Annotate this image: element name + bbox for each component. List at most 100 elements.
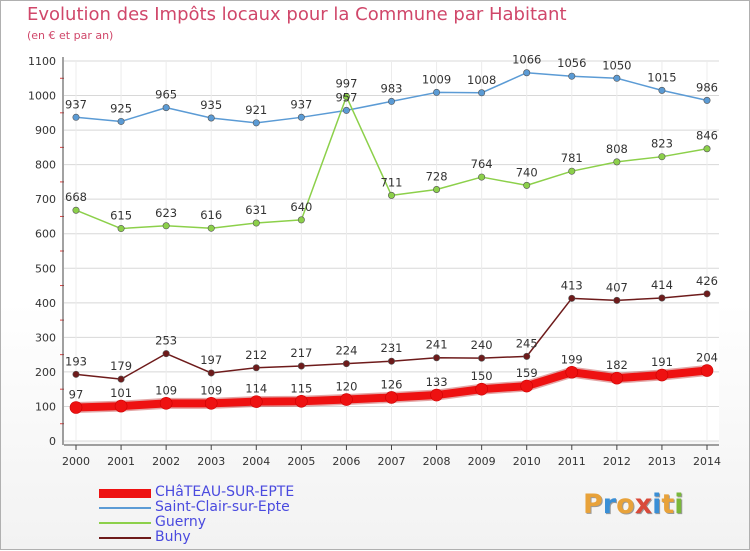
- data-point: [387, 357, 395, 365]
- data-label: 1066: [512, 53, 541, 67]
- data-point: [565, 365, 579, 379]
- y-tick-label: 1000: [28, 90, 56, 103]
- x-tick-label: 2004: [242, 455, 270, 468]
- legend-swatch: [99, 537, 151, 539]
- data-label: 1050: [602, 58, 631, 72]
- data-point: [342, 93, 350, 101]
- y-tick-label: 0: [49, 435, 56, 448]
- data-point: [703, 145, 711, 153]
- data-label: 764: [471, 157, 493, 171]
- series: [69, 69, 714, 414]
- data-point: [72, 370, 80, 378]
- data-point: [342, 106, 350, 114]
- chart-title: Evolution des Impôts locaux pour la Comm…: [27, 4, 567, 25]
- data-point: [568, 294, 576, 302]
- data-label: 240: [471, 338, 493, 352]
- y-tick-label: 500: [35, 262, 56, 275]
- data-point: [252, 219, 260, 227]
- data-point: [249, 395, 263, 408]
- data-label: 846: [696, 129, 718, 143]
- data-label: 224: [335, 344, 357, 358]
- data-label: 711: [381, 175, 403, 189]
- data-label: 668: [65, 190, 87, 204]
- data-label: 823: [651, 137, 673, 151]
- y-tick-label: 700: [35, 193, 56, 206]
- data-point: [204, 397, 218, 410]
- x-tick-label: 2010: [513, 455, 541, 468]
- data-label: 179: [110, 359, 132, 373]
- legend-label: CHâTEAU-SUR-EPTE: [155, 484, 295, 500]
- data-label: 114: [245, 382, 267, 396]
- logo-letter: r: [602, 489, 617, 520]
- data-label: 245: [516, 336, 538, 350]
- data-label: 212: [245, 348, 267, 362]
- legend-label: Guerny: [155, 514, 207, 530]
- data-point: [655, 368, 669, 382]
- data-point: [610, 371, 624, 385]
- data-point: [478, 89, 486, 97]
- logo-letter: i: [674, 489, 684, 520]
- data-label: 199: [561, 352, 583, 366]
- data-label: 728: [426, 170, 448, 184]
- x-tick-label: 2011: [558, 455, 586, 468]
- x-tick-label: 2006: [332, 455, 360, 468]
- data-label: 126: [381, 377, 403, 391]
- data-point: [117, 375, 125, 383]
- data-label: 253: [155, 334, 177, 348]
- data-label: 120: [335, 380, 357, 394]
- data-label: 407: [606, 280, 628, 294]
- data-point: [72, 113, 80, 121]
- x-tick-label: 2007: [378, 455, 406, 468]
- data-label: 413: [561, 278, 583, 292]
- data-label: 1009: [422, 72, 451, 86]
- data-point: [658, 153, 666, 161]
- data-label: 937: [290, 97, 312, 111]
- chart-subtitle: (en € et par an): [27, 29, 114, 42]
- data-point: [114, 399, 128, 413]
- data-point: [523, 69, 531, 77]
- data-point: [523, 352, 531, 360]
- data-label: 935: [200, 98, 222, 112]
- logo-letter: x: [634, 489, 653, 520]
- data-point: [430, 388, 443, 402]
- x-tick-label: 2001: [107, 455, 135, 468]
- data-labels: 937 925 965 935 921 937 957 983 1009 1008 1066 1056…: [65, 53, 718, 402]
- data-label: 781: [561, 151, 583, 165]
- data-point: [385, 391, 398, 404]
- data-point: [433, 88, 441, 96]
- legend-swatch: [99, 522, 151, 524]
- data-label: 937: [65, 97, 87, 111]
- x-tick-label: 2013: [648, 455, 676, 468]
- data-point: [72, 206, 80, 214]
- x-tick-label: 2014: [693, 455, 721, 468]
- x-tick-label: 2000: [62, 455, 90, 468]
- data-point: [340, 393, 353, 406]
- data-point: [475, 382, 488, 396]
- data-point: [613, 74, 621, 82]
- x-tick-label: 2003: [197, 455, 225, 468]
- data-label: 808: [606, 142, 628, 156]
- axes: 0 100 200 300 400 500 600 700 800 900 1000 1100 2000…: [28, 55, 721, 468]
- data-point: [297, 362, 305, 370]
- y-tick-label: 300: [35, 331, 56, 344]
- data-label: 965: [155, 88, 177, 102]
- data-label: 1008: [467, 73, 496, 87]
- logo-letter: i: [652, 489, 662, 520]
- data-point: [162, 222, 170, 230]
- y-tick-label: 400: [35, 297, 56, 310]
- data-point: [297, 216, 305, 224]
- data-label: 231: [381, 341, 403, 355]
- data-label: 193: [65, 354, 87, 368]
- data-point: [520, 379, 534, 393]
- data-label: 615: [110, 209, 132, 223]
- data-label: 1056: [557, 56, 586, 70]
- data-label: 997: [335, 77, 357, 91]
- data-label: 740: [516, 165, 538, 179]
- data-point: [117, 225, 125, 233]
- logo-letter: t: [661, 489, 675, 520]
- data-point: [613, 296, 621, 304]
- y-tick-label: 900: [35, 124, 56, 137]
- y-tick-label: 1100: [28, 55, 56, 68]
